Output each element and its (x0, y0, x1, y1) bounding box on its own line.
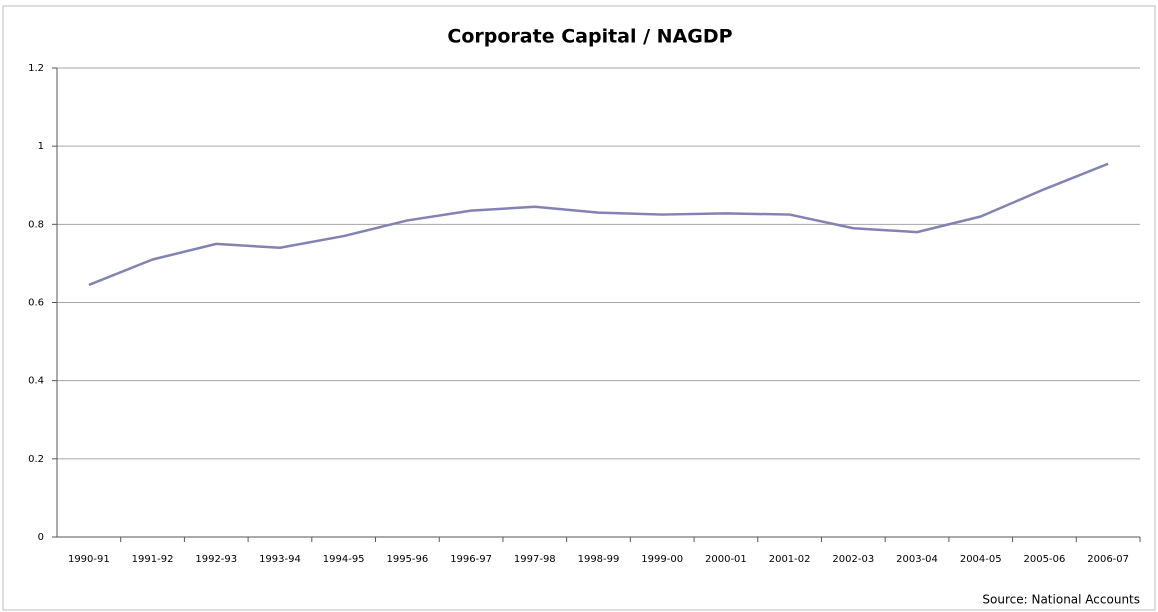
x-tick-label: 2006-07 (1087, 554, 1129, 565)
x-tick-label: 1999-00 (641, 554, 683, 565)
x-tick-label: 2000-01 (705, 554, 747, 565)
x-tick-label: 1993-94 (259, 554, 301, 565)
x-tick-label: 2005-06 (1024, 554, 1066, 565)
x-tick-label: 2004-05 (960, 554, 1002, 565)
x-tick-label: 2002-03 (832, 554, 874, 565)
x-tick-label: 2001-02 (769, 554, 811, 565)
source-note: Source: National Accounts (982, 593, 1140, 607)
x-tick-label: 1990-91 (68, 554, 110, 565)
x-tick-label: 1996-97 (450, 554, 492, 565)
line-series (88, 162, 1109, 287)
y-tick-label: 0.6 (28, 298, 44, 309)
y-tick-label: 0.4 (28, 376, 44, 387)
y-tick-label: 1.2 (28, 63, 44, 74)
x-tick-label: 2003-04 (896, 554, 938, 565)
y-tick-label: 0.8 (28, 219, 44, 230)
chart-title: Corporate Capital / NAGDP (447, 26, 732, 48)
y-tick-label: 0 (38, 532, 44, 543)
x-tick-label: 1992-93 (195, 554, 237, 565)
y-tick-label: 0.2 (28, 454, 44, 465)
x-tick-label: 1991-92 (132, 554, 174, 565)
chart-border (2, 5, 1156, 611)
x-tick-label: 1998-99 (578, 554, 620, 565)
x-tick-label: 1997-98 (514, 554, 556, 565)
y-tick-label: 1 (38, 141, 44, 152)
x-tick-label: 1995-96 (386, 554, 428, 565)
x-tick-label: 1994-95 (323, 554, 365, 565)
